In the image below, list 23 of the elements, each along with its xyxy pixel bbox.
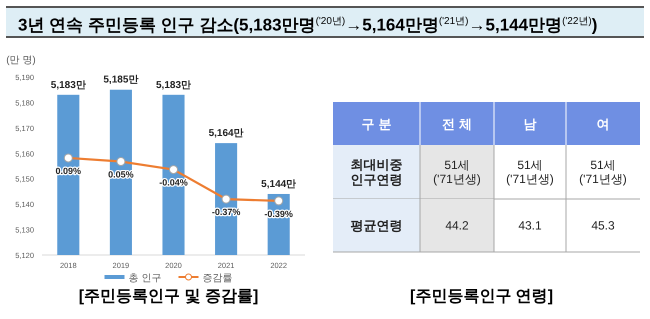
- data-label: 5,185만: [103, 74, 138, 86]
- text: [주민등록인구 연령]: [410, 287, 554, 307]
- category-label: 여: [596, 116, 610, 132]
- category-label: 구 분: [362, 116, 392, 132]
- text: [주민등록인구 및 증감률]: [78, 287, 258, 307]
- category-label: 남: [524, 116, 536, 132]
- text: 44.2: [445, 218, 469, 233]
- data-label: 5,164만: [208, 128, 244, 140]
- category-label: 전 체: [442, 116, 472, 132]
- text: 51세 ('71년생): [433, 158, 481, 186]
- category-label: 최대비중 인구연령: [350, 157, 402, 188]
- text: 43.1: [518, 218, 542, 233]
- data-label: 5,144만: [261, 178, 296, 190]
- category-label: 평균연령: [350, 218, 402, 234]
- chart-title: 3년 연속 주민등록 인구 감소(5,183만명$^{('20년)}$→5,164만명$^{('21년)}$→5,144만명$^{('22년)}$): [6, 6, 644, 38]
- text: 45.3: [591, 218, 615, 233]
- text: 51세 ('71년생): [579, 158, 627, 186]
- text: 51세 ('71년생): [506, 158, 554, 186]
- data-label: 5,183만: [156, 80, 192, 91]
- data-label: 5,183만: [50, 80, 86, 91]
- legend-label: 총 인구: [128, 273, 162, 284]
- legend-label: 증감률: [202, 273, 232, 284]
- y-axis-title: (만 명): [6, 55, 36, 66]
